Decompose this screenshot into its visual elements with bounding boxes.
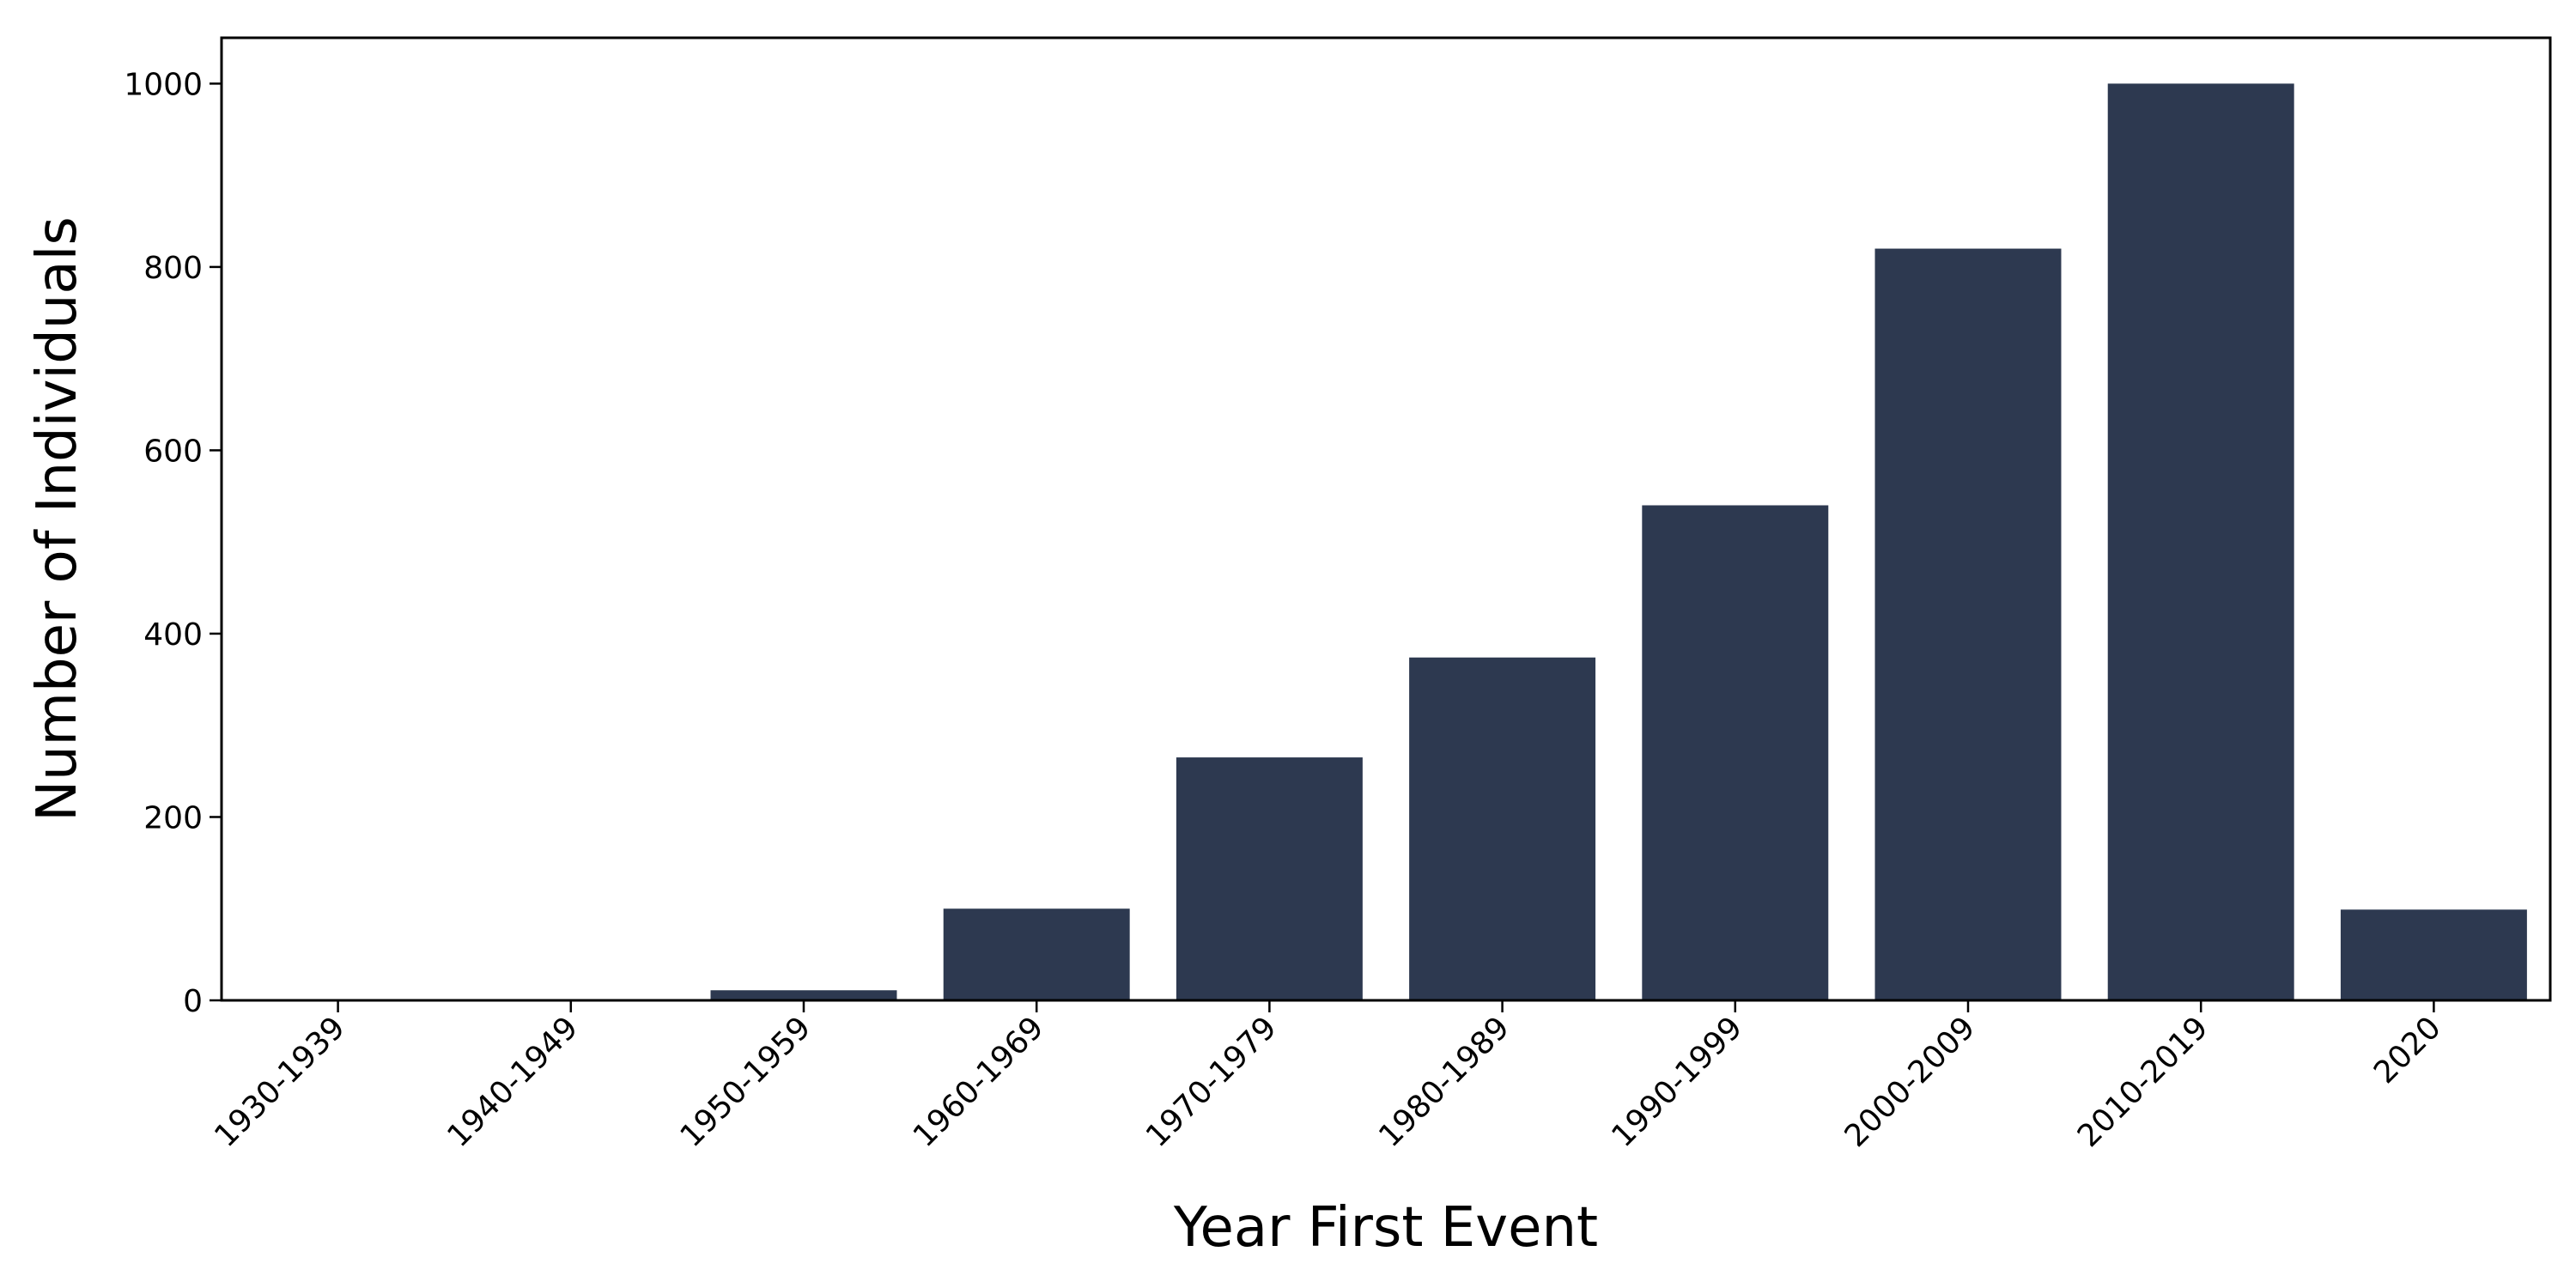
- y-tick-label: 1000: [124, 67, 203, 102]
- x-tick-label: 1930-1939: [208, 1010, 352, 1154]
- x-tick-label: 1960-1969: [907, 1010, 1051, 1154]
- x-axis-label: Year First Event: [1173, 1196, 1598, 1260]
- y-tick-label: 800: [143, 251, 203, 286]
- bar-1960-1969: [943, 908, 1130, 1000]
- x-tick-label: 1970-1979: [1139, 1010, 1284, 1154]
- x-axis-ticks: 1930-1939 1940-1949 1950-1959 1960-1969 1970…: [208, 1000, 2448, 1154]
- x-tick-label: 2010-2019: [2071, 1010, 2215, 1154]
- bar-1990-1999: [1642, 505, 1829, 1000]
- plot-frame: [220, 36, 2552, 1002]
- y-tick-label: 600: [143, 434, 203, 469]
- y-axis-label: Number of Individuals: [26, 216, 89, 822]
- bar-1950-1959: [710, 990, 897, 1000]
- bar-1980-1989: [1409, 657, 1596, 1000]
- bar-2020: [2340, 909, 2527, 1000]
- x-tick-label: 2020: [2367, 1010, 2448, 1091]
- x-tick-label: 1990-1999: [1605, 1010, 1749, 1154]
- y-tick-label: 0: [183, 984, 203, 1019]
- y-tick-label: 200: [143, 800, 203, 835]
- x-tick-label: 1940-1949: [440, 1010, 585, 1154]
- y-tick-label: 400: [143, 617, 203, 653]
- x-tick-label: 1980-1989: [1372, 1010, 1516, 1154]
- x-tick-label: 1950-1959: [674, 1010, 818, 1154]
- bars-group: [245, 83, 2527, 1000]
- y-axis-ticks: 0 200 400 600 800 1000: [124, 67, 222, 1019]
- x-tick-label: 2000-2009: [1838, 1010, 1983, 1154]
- bar-2000-2009: [1874, 248, 2062, 1000]
- bar-2010-2019: [2107, 83, 2294, 1000]
- bar-1970-1979: [1176, 757, 1363, 1000]
